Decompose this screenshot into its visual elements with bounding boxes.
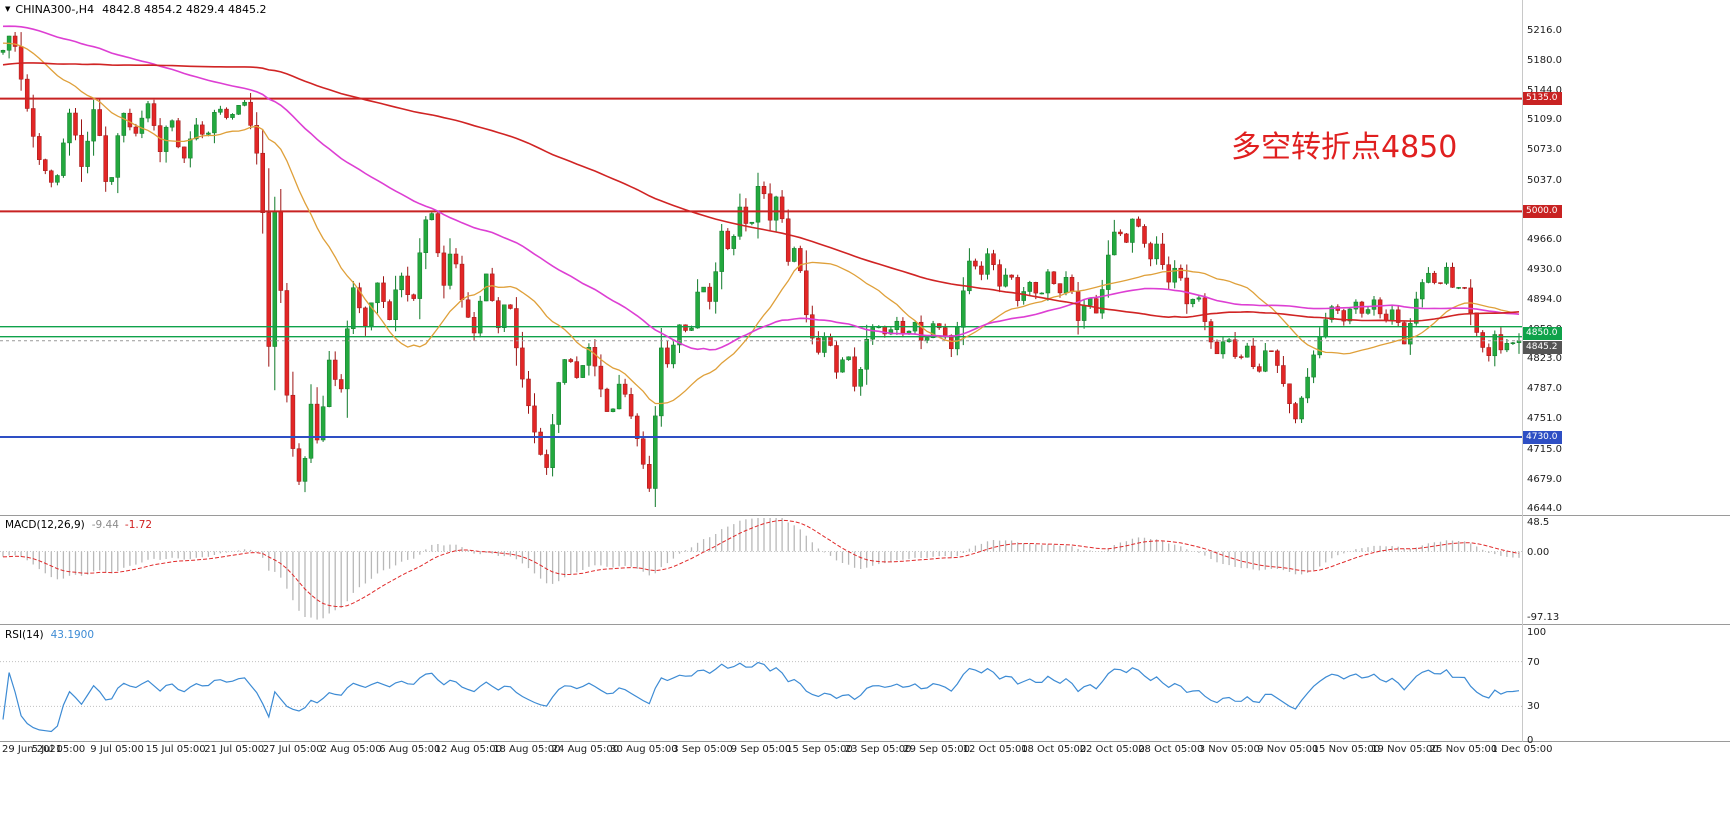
rsi-tick-label: 0 xyxy=(1527,735,1534,746)
date-label: 12 Oct 05:00 xyxy=(962,744,1028,755)
date-label: 21 Jul 05:00 xyxy=(204,744,265,755)
price-tick-label: 4715.0 xyxy=(1527,443,1562,455)
rsi-tick-label: 70 xyxy=(1527,656,1540,668)
macd-name: MACD(12,26,9) xyxy=(5,519,85,531)
price-tick-label: 4787.0 xyxy=(1527,383,1562,395)
date-label: 29 Jun 2021 xyxy=(2,744,63,755)
date-label: 28 Oct 05:00 xyxy=(1138,744,1204,755)
date-label: 3 Sep 05:00 xyxy=(672,744,733,755)
date-label: 2 Aug 05:00 xyxy=(320,744,382,755)
date-label: 9 Sep 05:00 xyxy=(730,744,792,755)
date-label: 5 Jul 05:00 xyxy=(31,744,86,755)
date-label: 30 Aug 05:00 xyxy=(610,744,678,755)
rsi-value: 43.1900 xyxy=(50,629,95,641)
date-label: 22 Oct 05:00 xyxy=(1079,744,1145,755)
date-label: 3 Nov 05:00 xyxy=(1198,744,1260,755)
macd-main-value: -9.44 xyxy=(91,519,119,531)
price-tick-label: 5144.0 xyxy=(1527,85,1562,97)
symbol-period-label: CHINA300-,H4 xyxy=(15,3,95,16)
price-tick-label: 5109.0 xyxy=(1527,114,1562,126)
date-label: 25 Nov 05:00 xyxy=(1429,744,1498,755)
rsi-indicator-label: RSI(14) 43.1900 xyxy=(5,629,94,641)
price-tick-label: 5216.0 xyxy=(1527,24,1562,36)
macd-signal-value: -1.72 xyxy=(124,519,153,531)
macd-tick-label: 0.00 xyxy=(1527,546,1550,558)
symbol-dropdown-icon[interactable]: ▼ xyxy=(5,5,11,13)
price-tick-label: 4894.0 xyxy=(1527,293,1562,305)
price-tick-label: 5073.0 xyxy=(1527,144,1562,156)
rsi-name: RSI(14) xyxy=(5,629,44,641)
date-label: 6 Aug 05:00 xyxy=(379,744,441,755)
price-tick-label: 4823.0 xyxy=(1527,353,1562,365)
ohlc-values: 4842.8 4854.2 4829.4 4845.2 xyxy=(102,3,267,16)
date-label: 19 Nov 05:00 xyxy=(1371,744,1439,755)
price-annotation: 多空转折点4850 xyxy=(1231,130,1458,165)
price-tag: 5135.0 xyxy=(1523,92,1562,106)
macd-tick-label: -97.13 xyxy=(1527,611,1560,623)
date-label: 9 Nov 05:00 xyxy=(1257,744,1319,755)
date-label: 18 Aug 05:00 xyxy=(493,744,561,755)
date-label: 15 Sep 05:00 xyxy=(786,744,853,755)
date-label: 12 Aug 05:00 xyxy=(434,744,503,755)
price-tick-label: 4966.0 xyxy=(1527,233,1562,245)
price-tick-label: 4751.0 xyxy=(1527,413,1562,425)
chart-legend: ▼ CHINA300-,H4 4842.8 4854.2 4829.4 4845.2 xyxy=(5,3,267,16)
date-label: 9 Jul 05:00 xyxy=(90,744,144,755)
rsi-tick-label: 30 xyxy=(1527,701,1540,713)
date-label: 27 Jul 05:00 xyxy=(262,744,323,755)
price-tick-label: 5180.0 xyxy=(1527,55,1562,66)
price-tick-label: 4930.0 xyxy=(1527,263,1562,275)
date-label: 15 Nov 05:00 xyxy=(1312,744,1381,755)
macd-tick-label: 48.5 xyxy=(1527,517,1550,528)
price-tag: 4845.2 xyxy=(1523,341,1562,355)
price-tag: 4850.0 xyxy=(1523,327,1562,341)
date-label: 24 Aug 05:00 xyxy=(551,744,620,755)
date-label: 15 Jul 05:00 xyxy=(145,744,206,755)
date-label: 29 Sep 05:00 xyxy=(903,744,970,755)
date-label: 23 Sep 05:00 xyxy=(844,744,912,755)
time-axis: 29 Jun 2021 5 Jul 05:00 9 Jul 05:00 15 Jul … xyxy=(0,744,1600,758)
macd-indicator-label: MACD(12,26,9) -9.44 -1.72 xyxy=(5,519,152,531)
price-tick-label: 4644.0 xyxy=(1527,502,1562,514)
price-tag: 4730.0 xyxy=(1523,430,1562,444)
date-label: 1 Dec 05:00 xyxy=(1491,744,1553,755)
rsi-tick-label: 100 xyxy=(1527,627,1547,638)
date-label: 18 Oct 05:00 xyxy=(1021,744,1087,755)
price-tick-label: 5037.0 xyxy=(1527,174,1562,186)
price-tick-label: 4679.0 xyxy=(1527,473,1562,485)
price-tag: 5000.0 xyxy=(1523,204,1562,218)
